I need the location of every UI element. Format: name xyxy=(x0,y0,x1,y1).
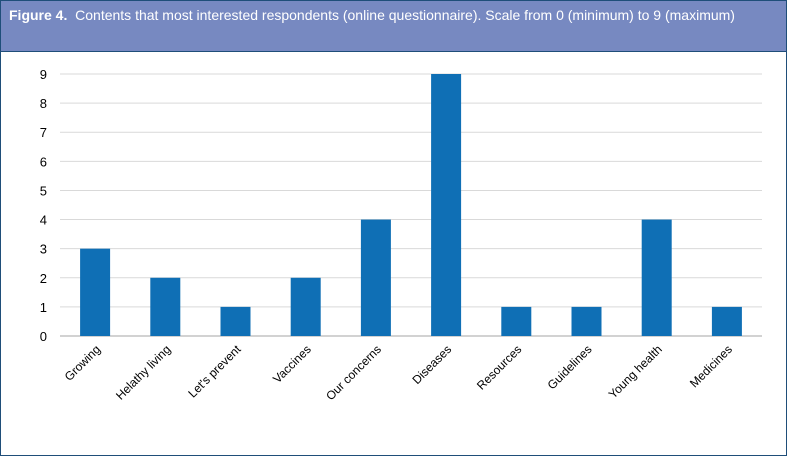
figure-header: Figure 4. Contents that most interested … xyxy=(1,1,786,52)
y-tick-label: 8 xyxy=(40,96,47,111)
x-tick-label: Young health xyxy=(606,342,665,401)
y-tick-label: 6 xyxy=(40,154,47,169)
x-tick-label: Diseases xyxy=(409,342,454,387)
x-tick-label: Vaccines xyxy=(270,342,314,386)
chart-title: Contents that most interested respondent… xyxy=(75,7,735,23)
x-tick-label: Guidelines xyxy=(545,342,595,392)
x-tick-label: Let's prevent xyxy=(185,342,244,401)
bar xyxy=(290,277,321,336)
y-tick-label: 9 xyxy=(40,67,47,82)
bar xyxy=(501,306,532,336)
bar xyxy=(150,277,181,336)
y-tick-label: 4 xyxy=(40,213,47,228)
bar xyxy=(220,306,251,336)
y-tick-label: 1 xyxy=(40,300,47,315)
y-tick-label: 2 xyxy=(40,271,47,286)
bar xyxy=(711,306,742,336)
x-tick-label: Helathy living xyxy=(113,342,173,402)
bar xyxy=(80,248,111,336)
x-tick-label: Medicines xyxy=(687,342,735,390)
figure-title: Figure 4. Contents that most interested … xyxy=(9,6,769,25)
y-tick-label: 0 xyxy=(40,329,47,344)
x-tick-label: Resources xyxy=(474,342,524,392)
x-tick-label: Our concerns xyxy=(323,342,384,403)
bar xyxy=(571,306,602,336)
y-tick-label: 5 xyxy=(40,183,47,198)
bar xyxy=(641,219,672,336)
bar xyxy=(431,74,462,336)
y-tick-label: 3 xyxy=(40,242,47,257)
y-tick-label: 7 xyxy=(40,125,47,140)
x-tick-label: Growing xyxy=(62,342,103,383)
bar xyxy=(360,219,391,336)
figure-label: Figure 4. xyxy=(9,7,68,23)
